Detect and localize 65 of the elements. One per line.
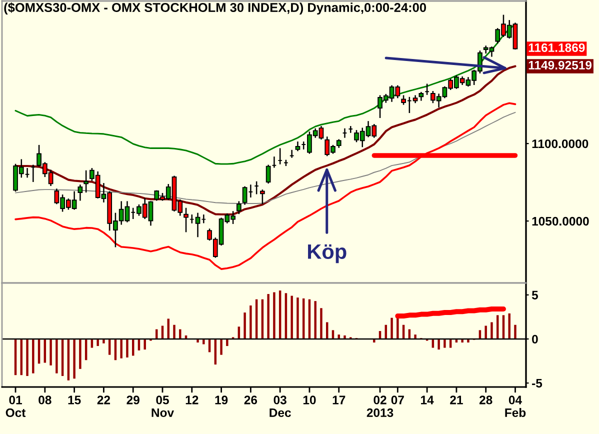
candlestick <box>266 164 271 184</box>
x-tick-label: 28 <box>479 396 492 404</box>
line-series <box>14 65 516 216</box>
bar <box>490 322 493 339</box>
bar <box>444 338 446 348</box>
bar <box>26 338 28 376</box>
x-tick-label: 19 <box>215 396 228 404</box>
bar <box>250 305 252 339</box>
line-series <box>14 102 516 270</box>
candlestick <box>84 170 88 193</box>
y-tick-label: 0 <box>532 334 538 344</box>
bar <box>220 338 222 355</box>
bar <box>79 338 82 369</box>
candlestick <box>184 208 188 232</box>
bar <box>290 296 293 339</box>
x-tick-label: 12 <box>186 396 198 404</box>
bar <box>126 338 128 358</box>
bar <box>96 338 99 346</box>
bar <box>396 316 399 339</box>
bar <box>314 301 316 339</box>
bar <box>320 308 322 339</box>
y-tick-label: 5 <box>532 290 538 300</box>
x-tick-label: 15 <box>68 396 81 404</box>
bar <box>32 338 34 374</box>
x-tick-label: 10 <box>303 396 316 404</box>
bar <box>438 338 440 350</box>
x-tick-label: 26 <box>244 396 258 404</box>
x-tick-label: 22 <box>97 396 110 404</box>
text: 1161.1869 <box>528 43 585 52</box>
bar <box>296 298 299 339</box>
bar <box>267 294 270 339</box>
bar <box>484 326 487 339</box>
bar <box>202 338 205 344</box>
x-tick-label: 05 Nov <box>152 396 174 418</box>
chart-title: ($OMXS30-OMX - OMX STOCKHOLM 30 INDEX,D) Dynamic,0:00-24:00 <box>4 2 426 15</box>
candlestick <box>260 190 265 204</box>
text: 1149.92519 <box>528 60 592 70</box>
x-tick-label: 14 <box>421 396 434 404</box>
bar <box>179 329 182 339</box>
bar <box>144 338 146 350</box>
x-tick-label: 04 Feb <box>505 396 526 418</box>
x-tick-label: 08 <box>38 396 52 404</box>
bar <box>173 324 176 339</box>
x-tick-label: 17 <box>332 396 346 404</box>
x-tick-label: 01 Oct <box>6 396 26 418</box>
y-tick-label: 1100.0000 <box>532 139 588 148</box>
bar <box>50 338 52 366</box>
bar <box>273 292 276 339</box>
y-tick-label: 1050.0000 <box>532 216 589 226</box>
bar <box>226 338 228 346</box>
bar <box>244 312 246 339</box>
bar <box>120 338 122 358</box>
y-tick-label: -5 <box>532 379 542 388</box>
annotation: Köp <box>308 244 346 264</box>
bar <box>73 338 76 379</box>
bar <box>390 318 393 339</box>
candlestick <box>236 201 242 214</box>
bar <box>56 338 58 374</box>
bar <box>508 313 510 339</box>
x-tick-label: 29 <box>126 396 140 404</box>
candlestick <box>78 184 83 201</box>
x-tick-label: 21 <box>450 396 463 404</box>
x-tick-label: 03 Dec <box>270 396 291 418</box>
x-tick-label: 07 <box>391 396 404 404</box>
bar <box>514 324 516 339</box>
